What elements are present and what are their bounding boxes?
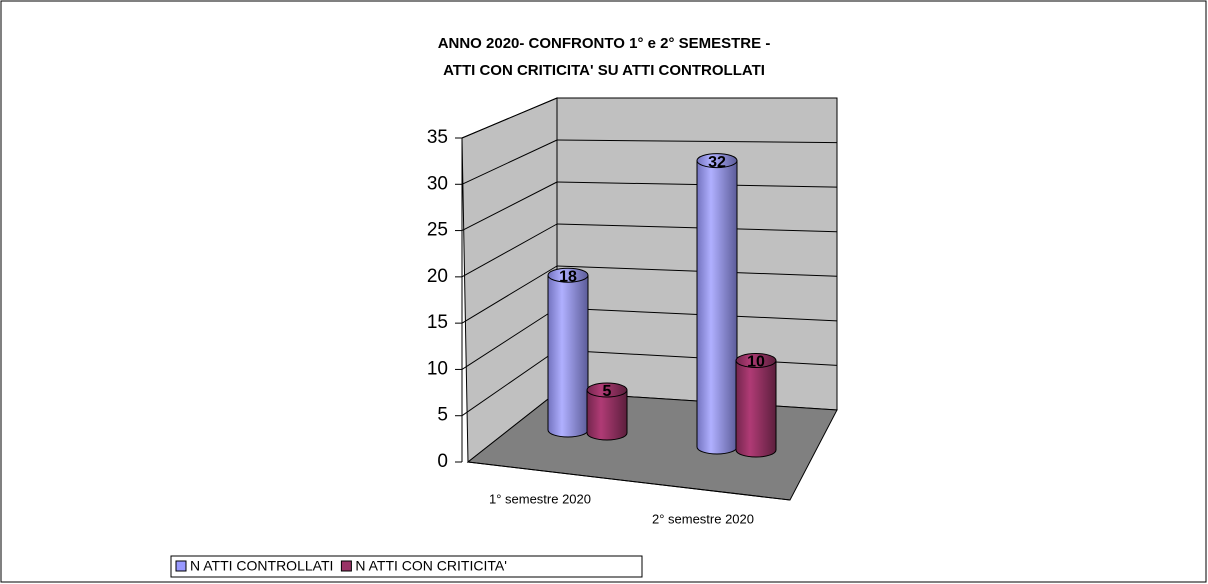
data-label: 10 [747,354,765,371]
bar-body [696,160,738,455]
bar-top [547,267,589,283]
grid-line [461,307,558,370]
chart-title: ATTI CON CRITICITA' SU ATTI CONTROLLATI [443,62,765,79]
legend-swatch [340,560,352,572]
grid-line [461,223,558,278]
y-tick-label: 15 [427,312,448,333]
grid-line [461,139,558,185]
y-tick-label: 10 [427,358,448,379]
bar-top [586,382,628,398]
x-tick-label: 1° semestre 2020 [489,491,591,506]
y-tick-label: 20 [427,266,448,287]
data-label: 18 [559,268,577,285]
grid-line [461,97,558,139]
grid-line [461,181,558,232]
bar [547,267,589,438]
data-label: 5 [603,383,612,400]
data-label: 32 [708,154,726,171]
bar [696,153,738,455]
legend-label: N ATTI CONTROLLATI [190,558,333,574]
legend-label: N ATTI CON CRITICITA' [355,558,506,574]
x-tick-label: 2° semestre 2020 [652,511,754,526]
legend [170,555,643,578]
y-tick-label: 5 [437,405,448,426]
bar [735,353,777,458]
bar-top [735,353,777,368]
y-tick-label: 35 [427,127,448,148]
grid-line [461,265,558,324]
legend-swatch [175,560,187,572]
bar-body [735,360,777,458]
grid-line [556,139,838,144]
bar-body [547,274,589,438]
x-axis [467,461,791,501]
y-tick-label: 0 [437,451,448,472]
bar [586,382,628,441]
chart-title: ANNO 2020- CONFRONTO 1° e 2° SEMESTRE - [438,35,771,52]
bar-body [586,389,628,441]
grid-line [461,349,558,417]
bar-top [696,153,738,169]
y-tick-label: 30 [427,173,448,194]
y-tick-label: 25 [427,220,448,241]
